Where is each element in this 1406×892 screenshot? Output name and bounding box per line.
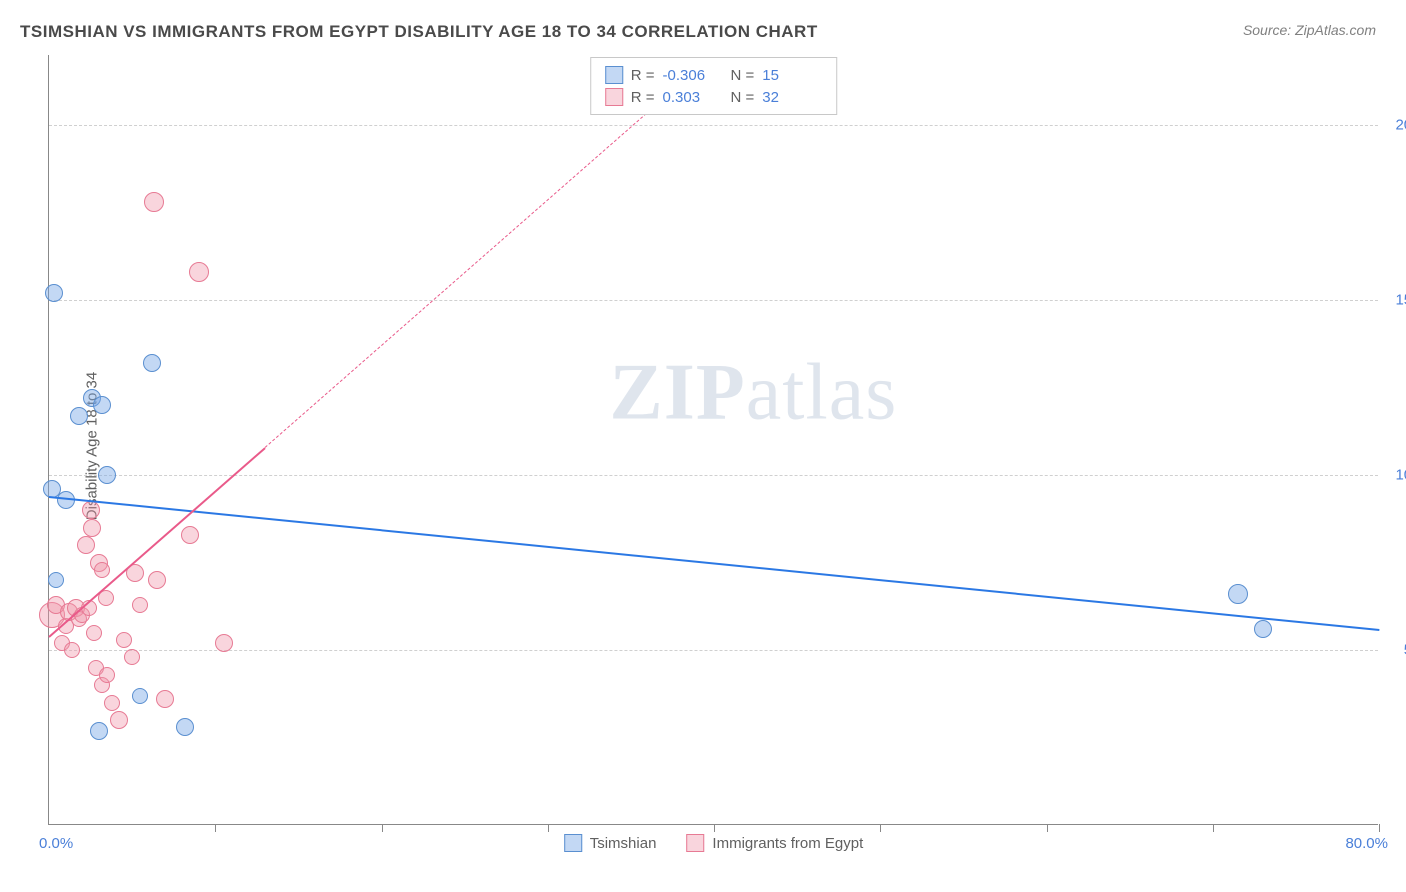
chart-title: TSIMSHIAN VS IMMIGRANTS FROM EGYPT DISAB… bbox=[20, 22, 818, 42]
scatter-point bbox=[215, 634, 233, 652]
scatter-point bbox=[1254, 620, 1272, 638]
scatter-point bbox=[116, 632, 132, 648]
legend-row-1: R = 0.303 N = 32 bbox=[605, 86, 823, 108]
series-label-1: Immigrants from Egypt bbox=[712, 835, 863, 852]
gridline-h bbox=[49, 475, 1378, 476]
series-legend: Tsimshian Immigrants from Egypt bbox=[564, 834, 864, 852]
x-axis-max-label: 80.0% bbox=[1345, 835, 1388, 852]
scatter-point bbox=[181, 526, 199, 544]
scatter-point bbox=[86, 625, 102, 641]
legend-n-0: 15 bbox=[762, 67, 822, 84]
scatter-point bbox=[98, 466, 116, 484]
scatter-point bbox=[144, 192, 164, 212]
gridline-h bbox=[49, 125, 1378, 126]
x-tick bbox=[548, 824, 549, 832]
scatter-point bbox=[94, 562, 110, 578]
scatter-point bbox=[132, 688, 148, 704]
scatter-point bbox=[93, 396, 111, 414]
series-swatch-1 bbox=[686, 834, 704, 852]
y-tick-label: 15.0% bbox=[1395, 292, 1406, 309]
scatter-point bbox=[64, 642, 80, 658]
legend-swatch-0 bbox=[605, 66, 623, 84]
x-axis-min-label: 0.0% bbox=[39, 835, 73, 852]
scatter-point bbox=[189, 262, 209, 282]
legend-n-1: 32 bbox=[762, 89, 822, 106]
y-tick-label: 10.0% bbox=[1395, 467, 1406, 484]
x-tick bbox=[382, 824, 383, 832]
legend-row-0: R = -0.306 N = 15 bbox=[605, 64, 823, 86]
scatter-point bbox=[82, 501, 100, 519]
gridline-h bbox=[49, 300, 1378, 301]
correlation-legend: R = -0.306 N = 15 R = 0.303 N = 32 bbox=[590, 57, 838, 115]
x-tick bbox=[215, 824, 216, 832]
y-tick-label: 20.0% bbox=[1395, 117, 1406, 134]
scatter-point bbox=[90, 722, 108, 740]
trend-line bbox=[265, 83, 681, 448]
series-legend-item-0: Tsimshian bbox=[564, 834, 657, 852]
scatter-point bbox=[148, 571, 166, 589]
chart-source: Source: ZipAtlas.com bbox=[1243, 22, 1376, 38]
scatter-point bbox=[143, 354, 161, 372]
watermark-bold: ZIP bbox=[609, 349, 745, 437]
gridline-h bbox=[49, 650, 1378, 651]
x-tick bbox=[714, 824, 715, 832]
x-tick bbox=[1047, 824, 1048, 832]
watermark: ZIPatlas bbox=[609, 348, 897, 439]
x-tick bbox=[1379, 824, 1380, 832]
scatter-point bbox=[124, 649, 140, 665]
trend-line bbox=[49, 496, 1379, 631]
legend-swatch-1 bbox=[605, 88, 623, 106]
x-tick bbox=[880, 824, 881, 832]
series-swatch-0 bbox=[564, 834, 582, 852]
scatter-point bbox=[99, 667, 115, 683]
scatter-point bbox=[83, 519, 101, 537]
scatter-point bbox=[156, 690, 174, 708]
legend-r-1: 0.303 bbox=[663, 89, 723, 106]
series-legend-item-1: Immigrants from Egypt bbox=[686, 834, 863, 852]
x-tick bbox=[1213, 824, 1214, 832]
scatter-point bbox=[104, 695, 120, 711]
scatter-point bbox=[45, 284, 63, 302]
scatter-point bbox=[176, 718, 194, 736]
watermark-light: atlas bbox=[746, 349, 898, 437]
scatter-point bbox=[77, 536, 95, 554]
scatter-point bbox=[110, 711, 128, 729]
chart-plot-area: ZIPatlas R = -0.306 N = 15 R = 0.303 N =… bbox=[48, 55, 1378, 825]
scatter-point bbox=[70, 407, 88, 425]
legend-r-0: -0.306 bbox=[663, 67, 723, 84]
series-label-0: Tsimshian bbox=[590, 835, 657, 852]
scatter-point bbox=[1228, 584, 1248, 604]
scatter-point bbox=[48, 572, 64, 588]
scatter-point bbox=[132, 597, 148, 613]
